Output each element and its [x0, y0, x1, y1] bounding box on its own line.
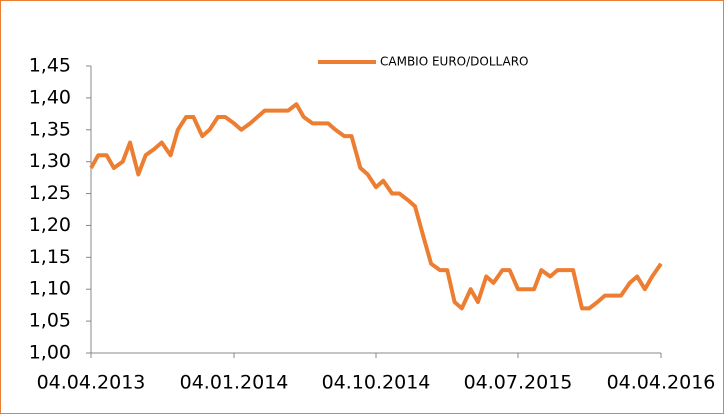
x-tick-label: 04.04.2016 — [607, 372, 716, 394]
legend-label: CAMBIO EURO/DOLLARO — [380, 55, 529, 69]
data-line — [89, 102, 663, 311]
x-tick-label: 04.04.2013 — [37, 372, 146, 394]
y-tick-label: 1,15 — [29, 246, 71, 268]
x-tick-label: 04.07.2015 — [464, 372, 573, 394]
y-tick-label: 1,20 — [29, 214, 71, 236]
x-tick-label: 04.10.2014 — [322, 372, 431, 394]
y-tick-label: 1,35 — [29, 118, 71, 140]
y-tick-label: 1,30 — [29, 150, 71, 172]
y-tick-label: 1,45 — [29, 55, 71, 77]
y-tick-label: 1,25 — [29, 182, 71, 204]
y-tick-label: 1,10 — [29, 278, 71, 300]
y-tick-label: 1,00 — [29, 342, 71, 364]
y-tick-label: 1,40 — [29, 86, 71, 108]
y-tick-label: 1,05 — [29, 310, 71, 332]
x-tick-label: 04.01.2014 — [180, 372, 289, 394]
